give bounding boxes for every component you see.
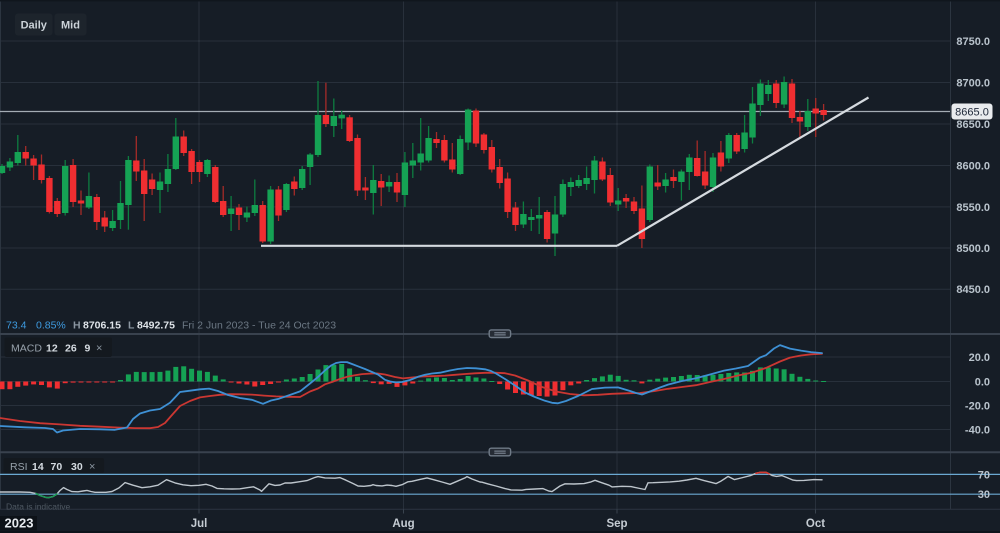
svg-text:12: 12 bbox=[46, 343, 58, 355]
svg-text:14: 14 bbox=[32, 461, 44, 473]
svg-text:Data is indicative: Data is indicative bbox=[6, 502, 71, 512]
svg-text:8650.0: 8650.0 bbox=[956, 119, 990, 131]
svg-text:Daily: Daily bbox=[21, 20, 48, 32]
svg-text:MACD: MACD bbox=[11, 343, 42, 355]
svg-text:8450.0: 8450.0 bbox=[956, 284, 990, 296]
svg-text:Mid: Mid bbox=[61, 20, 80, 32]
svg-text:×: × bbox=[96, 343, 102, 355]
svg-text:Jul: Jul bbox=[191, 518, 208, 530]
svg-text:30: 30 bbox=[71, 461, 83, 473]
svg-text:8665.0: 8665.0 bbox=[955, 107, 989, 119]
svg-text:L: L bbox=[128, 320, 135, 332]
svg-text:8500.0: 8500.0 bbox=[956, 243, 990, 255]
svg-text:8550.0: 8550.0 bbox=[956, 202, 990, 214]
svg-text:0.85%: 0.85% bbox=[36, 320, 66, 332]
svg-text:2023: 2023 bbox=[5, 516, 34, 531]
svg-text:8600.0: 8600.0 bbox=[956, 161, 990, 173]
svg-text:Aug: Aug bbox=[392, 518, 414, 530]
svg-text:70: 70 bbox=[51, 461, 63, 473]
svg-text:20.0: 20.0 bbox=[969, 352, 990, 364]
svg-text:8492.75: 8492.75 bbox=[137, 320, 175, 332]
svg-text:73.4: 73.4 bbox=[6, 320, 27, 332]
svg-text:-40.0: -40.0 bbox=[965, 425, 990, 437]
svg-text:Sep: Sep bbox=[606, 518, 627, 530]
svg-text:26: 26 bbox=[65, 343, 77, 355]
svg-text:-20.0: -20.0 bbox=[965, 401, 990, 413]
svg-text:Oct: Oct bbox=[806, 518, 825, 530]
svg-text:9: 9 bbox=[85, 343, 91, 355]
svg-text:Fri 2 Jun 2023 - Tue 24 Oct 20: Fri 2 Jun 2023 - Tue 24 Oct 2023 bbox=[182, 320, 336, 332]
svg-text:8706.15: 8706.15 bbox=[83, 320, 121, 332]
svg-text:0.0: 0.0 bbox=[975, 377, 990, 389]
svg-text:30: 30 bbox=[978, 489, 990, 501]
svg-text:8750.0: 8750.0 bbox=[956, 36, 990, 48]
svg-text:70: 70 bbox=[978, 469, 990, 481]
svg-text:8700.0: 8700.0 bbox=[956, 78, 990, 90]
svg-text:RSI: RSI bbox=[10, 461, 28, 473]
svg-text:×: × bbox=[89, 461, 95, 473]
svg-text:H: H bbox=[73, 320, 81, 332]
